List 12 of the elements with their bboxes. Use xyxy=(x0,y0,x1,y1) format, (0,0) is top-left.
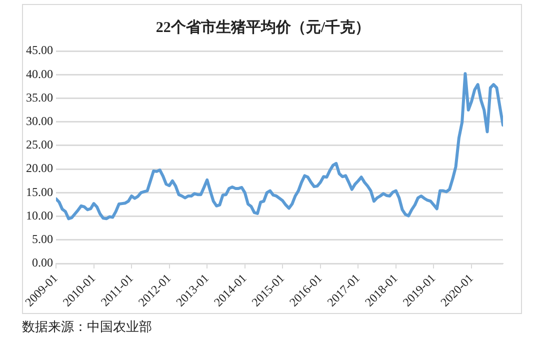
y-tick-label: 20.00 xyxy=(26,161,53,176)
y-tick-label: 10.00 xyxy=(26,208,53,222)
chart-title: 22个省市生猪平均价（元/千克） xyxy=(156,18,370,36)
y-tick-label: 15.00 xyxy=(26,184,53,199)
y-tick-label: 35.00 xyxy=(26,90,53,104)
y-tick-label: 30.00 xyxy=(26,114,53,128)
y-tick-label: 5.00 xyxy=(32,232,53,246)
source-note: 数据来源：中国农业部 xyxy=(22,318,152,336)
y-tick-label: 25.00 xyxy=(26,138,53,152)
y-tick-label: 45.00 xyxy=(26,43,53,58)
y-tick-label: 0.00 xyxy=(32,256,53,270)
y-tick-label: 40.00 xyxy=(26,66,53,81)
